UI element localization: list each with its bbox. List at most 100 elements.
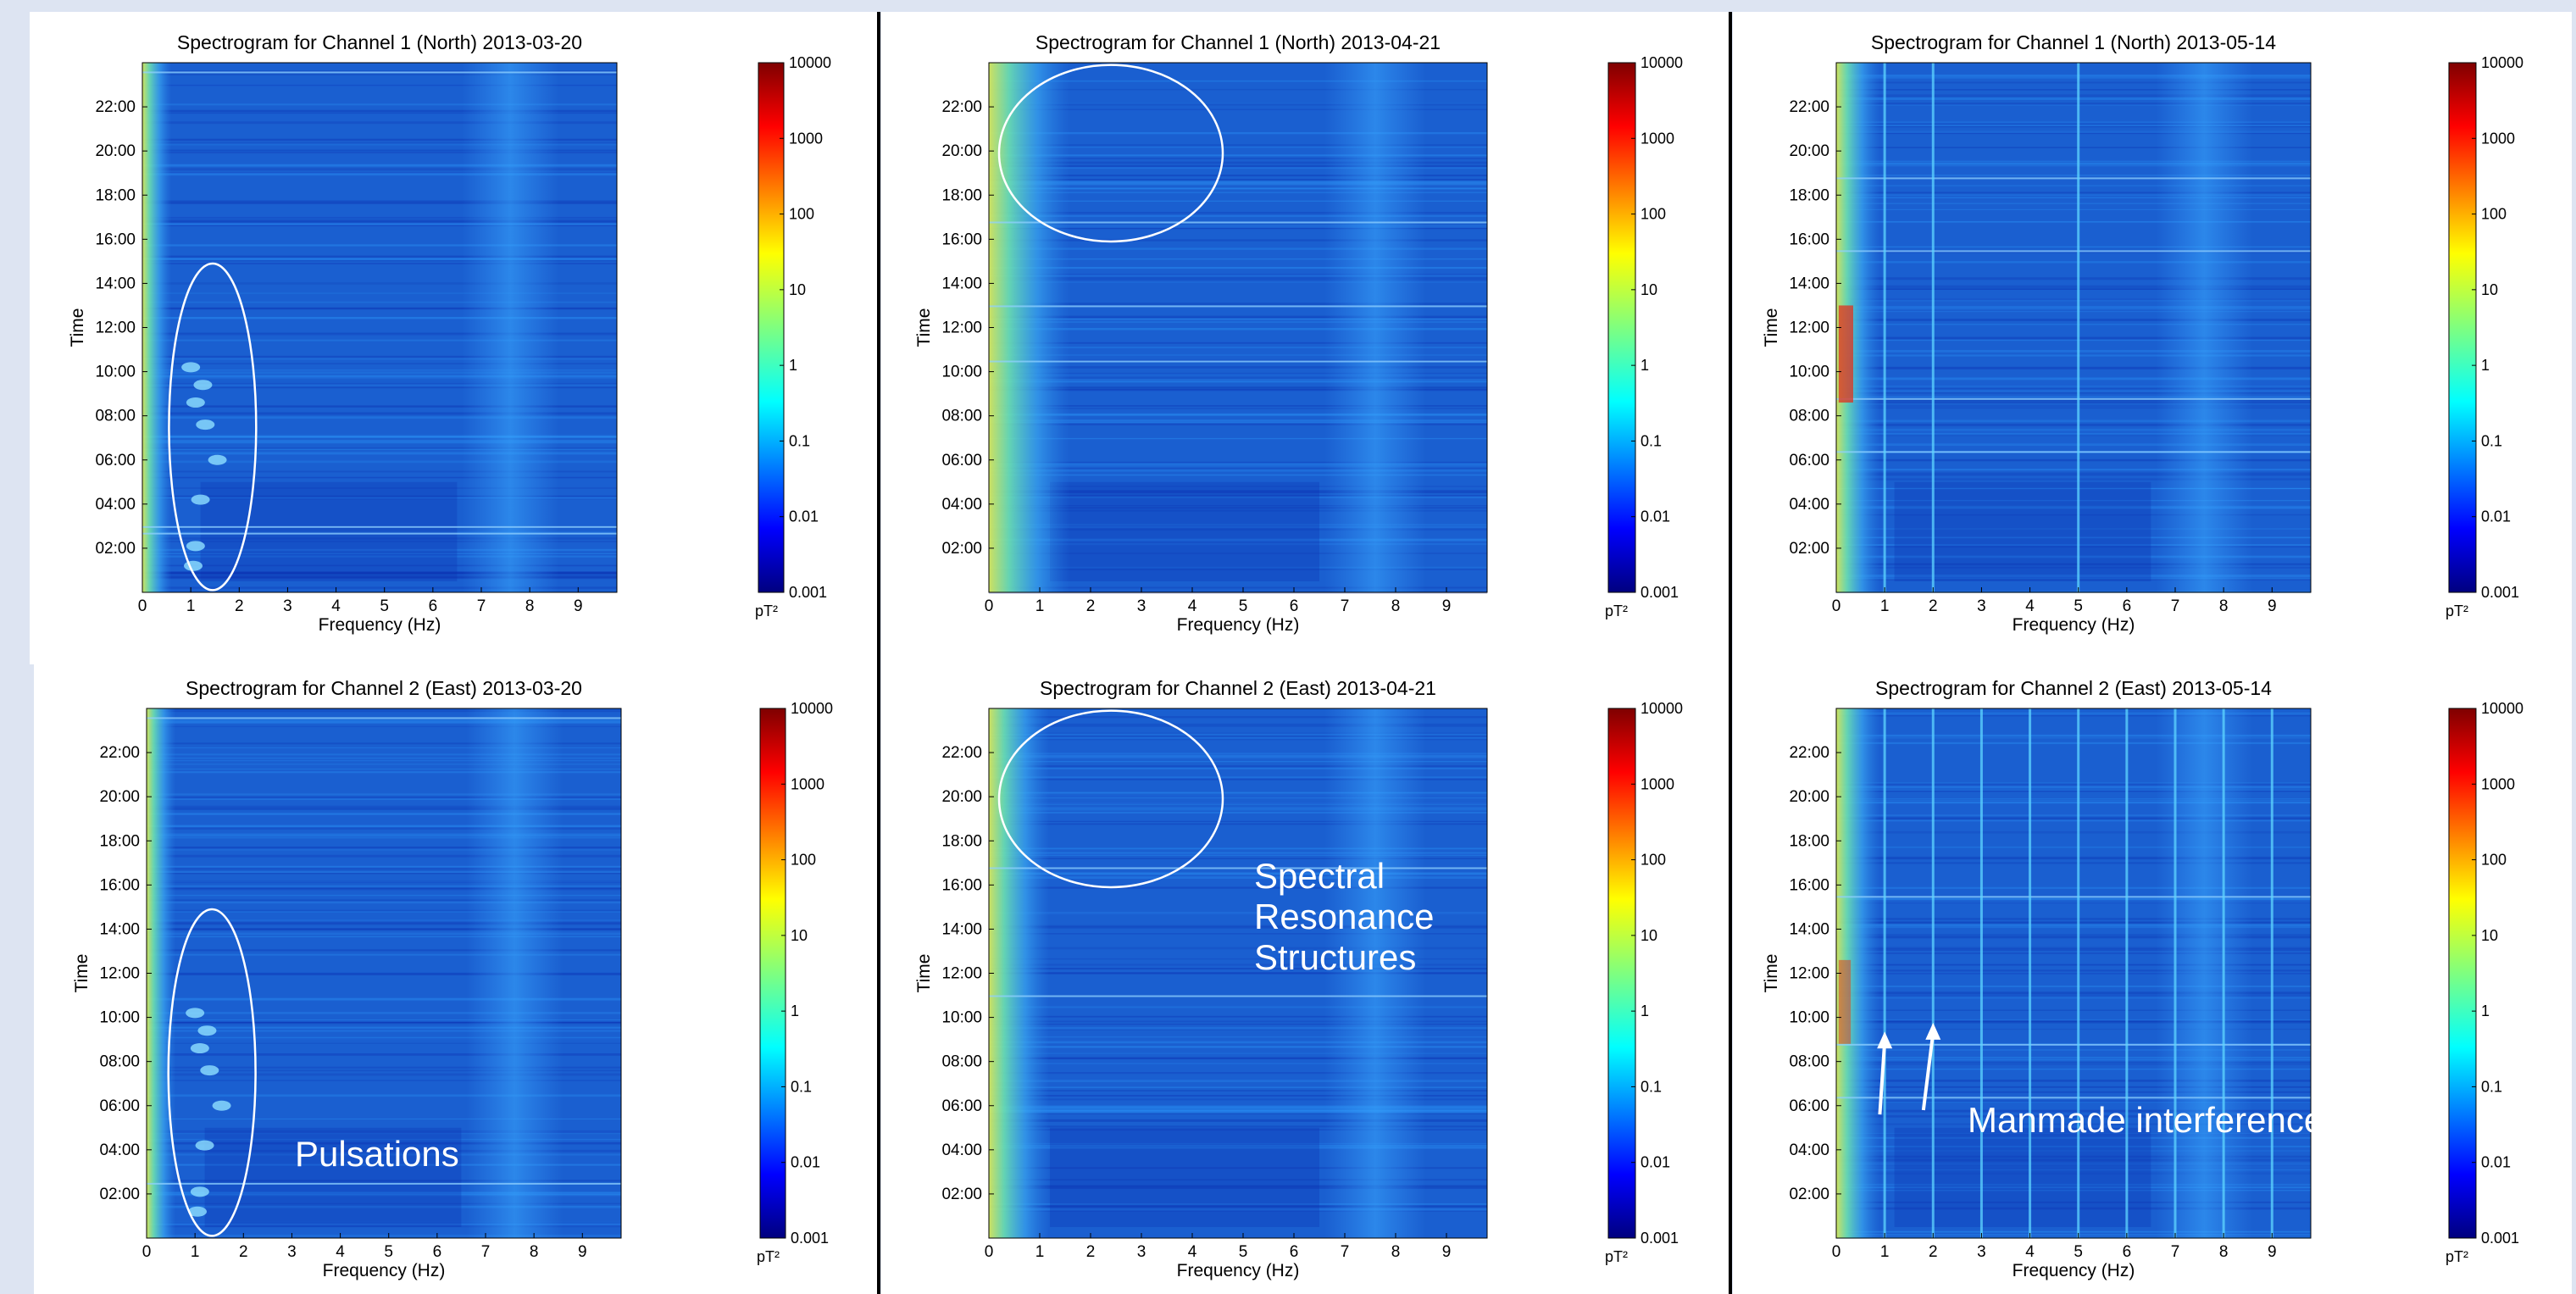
spectral-texture	[989, 179, 1487, 181]
x-axis-label: Frequency (Hz)	[323, 1261, 446, 1280]
spectral-texture	[147, 1142, 621, 1145]
spectral-texture	[147, 1020, 621, 1023]
x-tick-label: 4	[2025, 597, 2035, 615]
y-tick-label: 02:00	[95, 540, 136, 558]
spectral-texture	[989, 807, 1487, 809]
x-tick-label: 3	[287, 1243, 297, 1261]
spectral-texture	[1836, 377, 2311, 380]
y-tick-label: 06:00	[95, 452, 136, 469]
spectral-texture	[1836, 1091, 2311, 1093]
spectral-texture	[1836, 389, 2311, 392]
spectral-texture	[989, 419, 1487, 421]
spectral-texture	[1836, 392, 2311, 394]
colorbar	[1607, 708, 1636, 1239]
spectral-texture	[147, 1020, 621, 1024]
panel-divider	[1729, 12, 1732, 1294]
y-tick-label: 10:00	[941, 1009, 982, 1027]
spectral-texture	[147, 949, 621, 952]
spectral-texture	[989, 273, 1487, 276]
y-tick-label: 12:00	[99, 965, 140, 983]
x-tick-label: 8	[1391, 597, 1401, 615]
y-tick-label: 02:00	[941, 1186, 982, 1203]
spectral-texture	[989, 1080, 1487, 1083]
y-tick-label: 14:00	[95, 275, 136, 292]
colorbar-tick-label: 10000	[2481, 54, 2523, 71]
x-tick-label: 9	[1442, 1243, 1452, 1261]
colorbar-tick-label: 0.001	[1641, 1230, 1679, 1247]
spectral-texture	[147, 921, 621, 925]
spectral-texture	[989, 103, 1487, 106]
horizontal-event	[142, 71, 617, 74]
spectral-texture	[989, 303, 1487, 305]
spectral-texture	[147, 849, 621, 851]
spectral-texture	[989, 247, 1487, 250]
spectral-texture	[989, 281, 1487, 283]
spectral-texture	[147, 887, 621, 889]
spectral-texture	[1836, 125, 2311, 128]
spectral-texture	[147, 835, 621, 837]
x-tick-label: 7	[481, 1243, 491, 1261]
spectral-texture	[142, 221, 617, 224]
spectral-texture	[989, 461, 1487, 464]
spectral-texture	[989, 180, 1487, 183]
quiet-region	[1050, 481, 1319, 581]
spectral-texture	[989, 765, 1487, 768]
y-axis-label: Time	[1762, 308, 1781, 347]
spectral-texture	[1836, 81, 2311, 84]
y-tick-label: 06:00	[1789, 1097, 1829, 1115]
pulsation-blob	[184, 560, 203, 571]
spectral-texture	[147, 798, 621, 800]
chart-title: Spectrogram for Channel 2 (East) 2013-05…	[1875, 677, 2272, 699]
spectral-texture	[142, 447, 617, 449]
colorbar-tick-label: 1	[789, 357, 797, 374]
spectral-texture	[142, 339, 617, 342]
spectral-texture	[989, 1006, 1487, 1008]
spectrogram-chart: Spectrogram for Channel 1 (North) 2013-0…	[914, 31, 1683, 635]
spectral-texture	[989, 1052, 1487, 1054]
colorbar-tick-label: 10000	[1641, 54, 1683, 71]
spectral-texture	[989, 1205, 1487, 1208]
spectral-texture	[147, 932, 621, 936]
colorbar	[2448, 708, 2477, 1239]
spectral-texture	[147, 922, 621, 925]
x-tick-label: 8	[525, 597, 535, 615]
spectral-texture	[147, 865, 621, 868]
spectral-texture	[1836, 925, 2311, 929]
interference-line	[2270, 708, 2273, 1238]
spectral-texture	[142, 497, 617, 500]
annotation-ellipse	[997, 64, 1224, 243]
spectral-texture	[147, 753, 621, 756]
y-tick-label: 14:00	[941, 920, 982, 938]
spectral-texture	[142, 436, 617, 437]
panel-top-middle: Spectrogram for Channel 1 (North) 2013-0…	[881, 12, 1729, 664]
x-tick-label: 2	[1929, 1243, 1938, 1261]
spectral-texture	[989, 405, 1487, 407]
spectral-texture	[1836, 1114, 2311, 1116]
spectral-texture	[989, 491, 1487, 494]
spectral-texture	[1836, 924, 2311, 926]
y-tick-label: 14:00	[941, 275, 982, 292]
pulsation-blob	[200, 1065, 219, 1076]
spectral-texture	[1836, 1086, 2311, 1088]
y-tick-label: 20:00	[95, 142, 136, 160]
spectral-texture	[1836, 819, 2311, 822]
y-tick-label: 18:00	[941, 186, 982, 204]
pulsation-blob	[191, 494, 210, 505]
pulsation-blob	[181, 362, 201, 373]
spectral-texture	[1836, 948, 2311, 952]
x-tick-label: 4	[336, 1243, 345, 1261]
y-tick-label: 20:00	[1789, 142, 1829, 160]
y-tick-label: 14:00	[1789, 920, 1829, 938]
spectral-texture	[989, 228, 1487, 230]
spectral-texture	[1836, 203, 2311, 205]
spectral-texture	[989, 716, 1487, 719]
spectral-texture	[142, 142, 617, 143]
spectral-texture	[1836, 858, 2311, 860]
spectral-texture	[147, 909, 621, 911]
spectral-texture	[1836, 964, 2311, 966]
spectral-texture	[142, 436, 617, 438]
spectral-texture	[989, 543, 1487, 546]
spectral-texture	[147, 901, 621, 904]
spectral-texture	[142, 586, 617, 589]
spectral-texture	[1836, 366, 2311, 369]
